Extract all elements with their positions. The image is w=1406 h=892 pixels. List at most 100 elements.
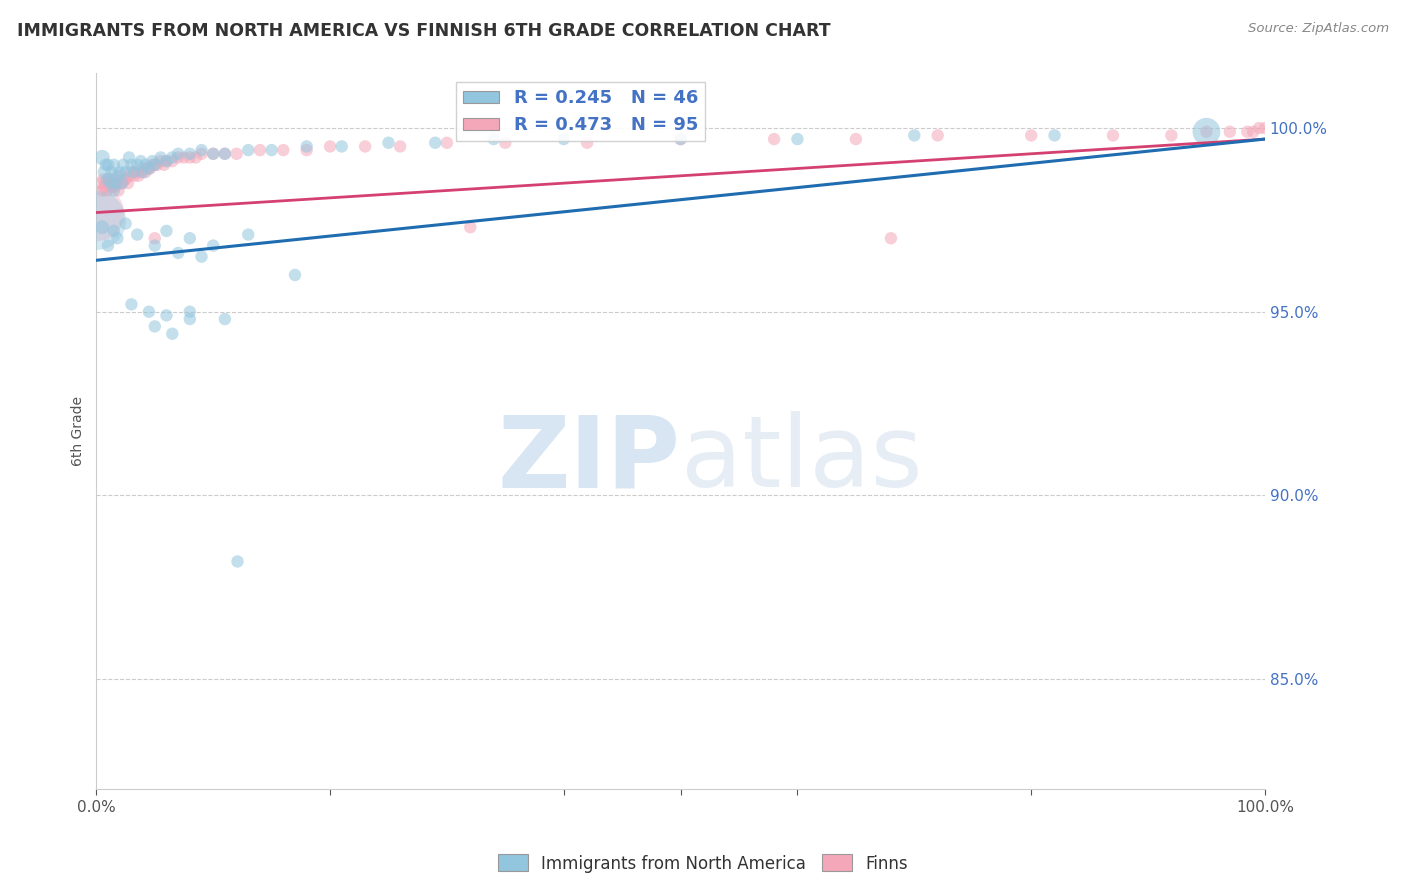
Point bbox=[98, 176, 121, 190]
Point bbox=[190, 146, 212, 161]
Point bbox=[100, 176, 122, 190]
Point bbox=[179, 304, 201, 318]
Text: ZIP: ZIP bbox=[498, 411, 681, 508]
Point bbox=[436, 136, 458, 150]
Point bbox=[167, 246, 190, 260]
Point bbox=[103, 224, 125, 238]
Point bbox=[214, 312, 236, 326]
Point bbox=[1102, 128, 1125, 143]
Point bbox=[122, 165, 145, 179]
Point bbox=[425, 136, 447, 150]
Point bbox=[330, 139, 353, 153]
Point bbox=[1236, 125, 1258, 139]
Point bbox=[125, 165, 148, 179]
Point bbox=[167, 151, 190, 165]
Point bbox=[319, 139, 342, 153]
Point bbox=[155, 154, 177, 169]
Point bbox=[273, 143, 295, 157]
Point bbox=[93, 179, 115, 194]
Point bbox=[117, 176, 139, 190]
Point bbox=[94, 158, 117, 172]
Legend: R = 0.245   N = 46, R = 0.473   N = 95: R = 0.245 N = 46, R = 0.473 N = 95 bbox=[456, 82, 706, 142]
Point bbox=[89, 176, 111, 190]
Point bbox=[494, 136, 516, 150]
Point bbox=[179, 231, 201, 245]
Point bbox=[458, 220, 481, 235]
Point bbox=[114, 172, 136, 186]
Point bbox=[105, 172, 128, 186]
Point bbox=[93, 172, 115, 186]
Text: IMMIGRANTS FROM NORTH AMERICA VS FINNISH 6TH GRADE CORRELATION CHART: IMMIGRANTS FROM NORTH AMERICA VS FINNISH… bbox=[17, 22, 831, 40]
Point bbox=[132, 161, 155, 176]
Point bbox=[138, 161, 160, 176]
Point bbox=[927, 128, 949, 143]
Point bbox=[576, 136, 599, 150]
Point bbox=[91, 220, 114, 235]
Point bbox=[354, 139, 377, 153]
Point bbox=[141, 154, 163, 169]
Point bbox=[553, 132, 575, 146]
Point bbox=[129, 154, 152, 169]
Point bbox=[97, 238, 120, 252]
Point bbox=[155, 154, 177, 169]
Point bbox=[149, 154, 172, 169]
Y-axis label: 6th Grade: 6th Grade bbox=[72, 396, 86, 466]
Point bbox=[108, 169, 131, 183]
Point bbox=[155, 224, 177, 238]
Point bbox=[1043, 128, 1066, 143]
Point bbox=[880, 231, 903, 245]
Point bbox=[238, 143, 260, 157]
Point bbox=[97, 158, 120, 172]
Point bbox=[111, 176, 134, 190]
Point bbox=[482, 132, 505, 146]
Point bbox=[763, 132, 786, 146]
Point bbox=[108, 165, 131, 179]
Point bbox=[105, 176, 128, 190]
Point bbox=[162, 326, 184, 341]
Point bbox=[214, 146, 236, 161]
Point bbox=[118, 169, 141, 183]
Point bbox=[134, 158, 156, 172]
Point bbox=[93, 165, 115, 179]
Point bbox=[1219, 125, 1241, 139]
Point bbox=[111, 176, 134, 190]
Point bbox=[86, 205, 108, 219]
Point bbox=[179, 146, 201, 161]
Point bbox=[94, 176, 117, 190]
Point bbox=[100, 179, 122, 194]
Point bbox=[1195, 125, 1218, 139]
Point bbox=[118, 151, 141, 165]
Point bbox=[260, 143, 283, 157]
Point bbox=[107, 184, 129, 198]
Point bbox=[143, 158, 166, 172]
Point bbox=[105, 231, 128, 245]
Point bbox=[134, 165, 156, 179]
Point bbox=[295, 139, 318, 153]
Point bbox=[127, 227, 149, 242]
Point bbox=[153, 158, 176, 172]
Point bbox=[162, 151, 184, 165]
Point bbox=[1195, 125, 1218, 139]
Point bbox=[146, 158, 169, 172]
Point bbox=[903, 128, 925, 143]
Point bbox=[179, 312, 201, 326]
Point bbox=[202, 146, 225, 161]
Point bbox=[1160, 128, 1182, 143]
Point bbox=[669, 132, 692, 146]
Point bbox=[238, 227, 260, 242]
Point bbox=[1019, 128, 1042, 143]
Point bbox=[138, 304, 160, 318]
Point bbox=[114, 165, 136, 179]
Point bbox=[86, 213, 108, 227]
Point bbox=[112, 158, 135, 172]
Point bbox=[103, 172, 125, 186]
Point bbox=[100, 176, 122, 190]
Point bbox=[122, 169, 145, 183]
Point bbox=[155, 309, 177, 323]
Point bbox=[225, 146, 247, 161]
Point bbox=[377, 136, 399, 150]
Point bbox=[103, 184, 125, 198]
Point bbox=[127, 169, 149, 183]
Text: atlas: atlas bbox=[681, 411, 922, 508]
Point bbox=[149, 151, 172, 165]
